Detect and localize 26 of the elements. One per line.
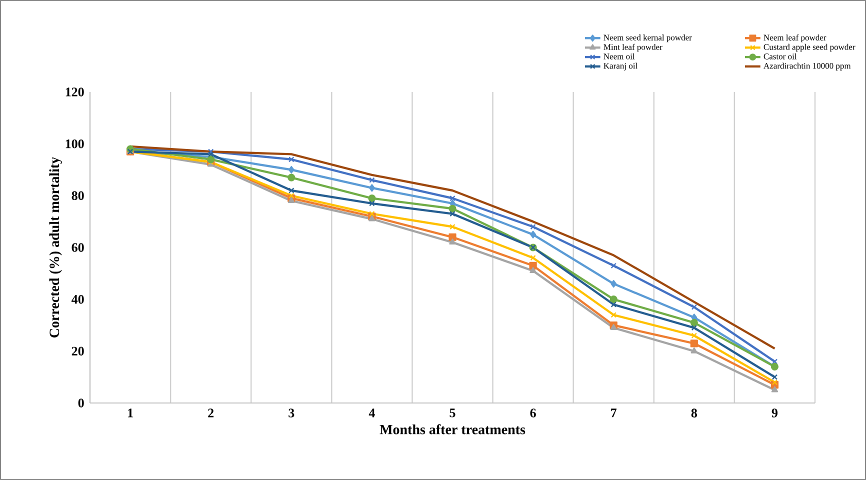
y-tick-label: 20 [72, 346, 84, 356]
x-tick-label: 8 [691, 408, 697, 418]
legend-label: Azardirachtin 10000 ppm [764, 62, 851, 70]
legend-label: Neem leaf powder [764, 34, 826, 42]
y-tick-label: 80 [72, 191, 84, 200]
legend-label: Mint leaf powder [604, 44, 662, 52]
legend-label: Neem oil [604, 53, 635, 60]
x-tick-label: 9 [772, 408, 778, 418]
legend-label: Castor oil [764, 53, 797, 60]
x-tick-label: 7 [611, 408, 617, 418]
x-tick-label: 4 [368, 408, 375, 418]
y-tick-label: 0 [78, 398, 84, 408]
legend-label: Karanj oil [604, 62, 638, 70]
y-tick-label: 40 [72, 294, 84, 304]
legend-label: Neem seed kernal powder [604, 34, 692, 42]
y-tick-label: 100 [66, 139, 84, 148]
x-tick-label: 5 [450, 408, 456, 418]
legend-label: Custard apple seed powder [764, 44, 856, 52]
x-axis-title: Months after treatments [380, 424, 526, 434]
y-tick-label: 120 [66, 88, 84, 96]
x-tick-label: 3 [288, 408, 294, 418]
x-tick-label: 2 [208, 408, 214, 418]
x-tick-label: 6 [530, 408, 536, 418]
x-tick-label: 1 [128, 408, 133, 418]
y-axis-title: Corrected (%) adult mortality [49, 156, 62, 338]
y-tick-label: 60 [72, 243, 84, 252]
